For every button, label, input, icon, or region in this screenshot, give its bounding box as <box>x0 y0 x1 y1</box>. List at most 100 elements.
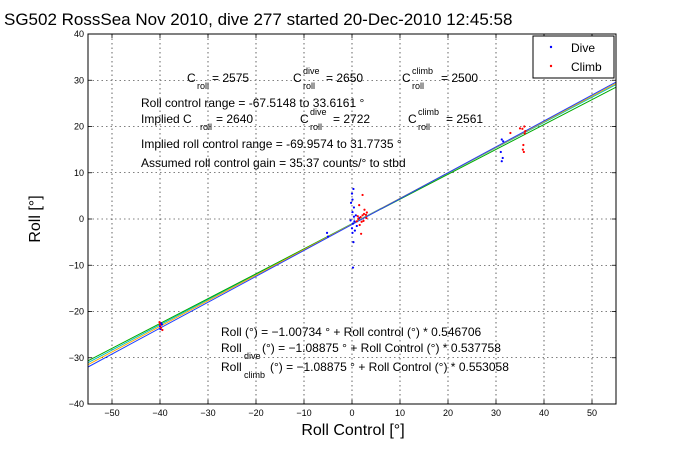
climb-point <box>509 131 512 135</box>
implied-c-roll-subscript: roll <box>200 122 212 132</box>
dive-point <box>501 156 504 160</box>
y-tick-label: 30 <box>74 75 84 85</box>
c-roll-climb-value: = 2500 <box>441 71 478 85</box>
climb-point <box>158 321 161 324</box>
dive-point <box>351 266 355 269</box>
dive-point <box>355 224 358 228</box>
c-roll-dive-value: = 2650 <box>326 71 363 85</box>
climb-point <box>358 204 361 207</box>
c-roll-climb-label: C <box>402 71 411 85</box>
grid <box>88 33 616 405</box>
dive-point <box>326 235 330 238</box>
implied-c-roll-climb-value: = 2561 <box>446 112 483 126</box>
implied-c-roll-climb-subscript: roll <box>418 122 430 132</box>
climb-point <box>359 216 362 219</box>
dive-point <box>349 201 353 204</box>
climb-point <box>356 215 359 218</box>
climb-point <box>161 328 164 332</box>
dive-point <box>352 206 356 209</box>
x-tick-label: −30 <box>200 408 215 418</box>
dive-point <box>352 215 356 218</box>
c-roll-value: = 2575 <box>212 71 249 85</box>
climb-point <box>158 323 162 326</box>
dive-point <box>351 198 354 201</box>
climb-point <box>362 219 365 222</box>
fit-equation-climb-lead: Roll <box>221 360 242 374</box>
dive-point <box>352 241 355 244</box>
dive-point <box>353 220 356 223</box>
implied-c-roll-dive-superscript: dive <box>310 107 327 117</box>
climb-point <box>521 127 524 130</box>
y-tick-label: −20 <box>69 307 84 317</box>
fit-equation-climb-subscript: climb <box>244 370 265 380</box>
y-tick-label: 40 <box>74 29 84 39</box>
x-axis-label: Roll Control [°] <box>301 422 404 439</box>
fit-equation-climb: Roll climb (°) = −1.08875 ° + Roll Contr… <box>221 360 509 380</box>
climb-point <box>523 132 526 135</box>
y-tick-label: 0 <box>79 214 84 224</box>
dive-point <box>353 229 356 232</box>
c-roll-label: C <box>187 71 196 85</box>
data-points <box>158 125 527 332</box>
y-tick-label: −10 <box>69 260 84 270</box>
legend-box <box>532 35 615 79</box>
legend-dive-label: Dive <box>571 41 595 55</box>
climb-point <box>360 220 363 223</box>
implied-c-roll-annotation: Implied C roll = 2640 C dive roll = 2722… <box>141 107 483 132</box>
dive-point <box>500 138 503 141</box>
implied-c-roll-dive-label: C <box>300 112 309 126</box>
fit-equation-dive-lead: Roll <box>221 341 242 355</box>
fit-equation-dive-subscript: dive <box>244 351 261 361</box>
climb-point <box>521 148 524 151</box>
implied-range-text: Implied roll control range = -69.9574 to… <box>141 137 402 151</box>
c-roll-climb-subscript: roll <box>412 81 424 91</box>
climb-point <box>159 326 163 329</box>
climb-point <box>518 127 522 130</box>
c-roll-dive-superscript: dive <box>303 66 320 76</box>
x-tick-label: −20 <box>248 408 263 418</box>
legend: Dive Climb <box>532 35 615 79</box>
x-ticks: −50 −40 −30 −20 −10 0 10 20 30 40 50 <box>104 34 597 418</box>
climb-point <box>363 208 366 211</box>
climb-point <box>524 130 527 133</box>
implied-c-roll-dive-subscript: roll <box>310 122 322 132</box>
dive-point <box>354 214 357 217</box>
x-tick-label: 40 <box>539 408 549 418</box>
dive-point <box>349 219 352 222</box>
climb-point <box>522 150 525 154</box>
climb-point <box>360 232 363 235</box>
dive-point <box>499 150 502 154</box>
x-tick-label: 0 <box>349 408 354 418</box>
legend-climb-marker <box>549 64 553 68</box>
x-tick-label: 30 <box>491 408 501 418</box>
fit-line-roll-implied <box>87 81 617 368</box>
dive-point <box>351 231 354 234</box>
dive-point <box>350 227 354 230</box>
x-tick-label: −10 <box>296 408 311 418</box>
climb-point <box>522 143 525 147</box>
climb-point <box>523 125 526 128</box>
implied-c-roll-dive-value: = 2722 <box>333 112 370 126</box>
x-tick-label: −50 <box>104 408 119 418</box>
y-tick-label: −30 <box>69 353 84 363</box>
climb-point <box>365 216 368 220</box>
dive-point <box>502 140 505 143</box>
dive-point <box>351 222 355 225</box>
fit-equation-dive: Roll dive (°) = −1.08875 ° + Roll Contro… <box>221 341 501 361</box>
climb-point <box>355 220 358 223</box>
x-tick-label: 20 <box>443 408 453 418</box>
x-tick-label: −40 <box>152 408 167 418</box>
c-roll-subscript: roll <box>197 81 209 91</box>
dive-point <box>352 187 355 191</box>
y-tick-label: 10 <box>74 168 84 178</box>
legend-climb-label: Climb <box>571 60 602 74</box>
y-tick-label: 20 <box>74 122 84 132</box>
x-tick-label: 50 <box>587 408 597 418</box>
dive-point <box>351 210 354 214</box>
dive-point <box>325 231 329 234</box>
y-ticks: −40 −30 −20 −10 0 10 20 30 40 <box>69 29 616 409</box>
legend-dive-marker <box>549 45 553 49</box>
implied-c-roll-label: Implied C <box>141 112 192 126</box>
